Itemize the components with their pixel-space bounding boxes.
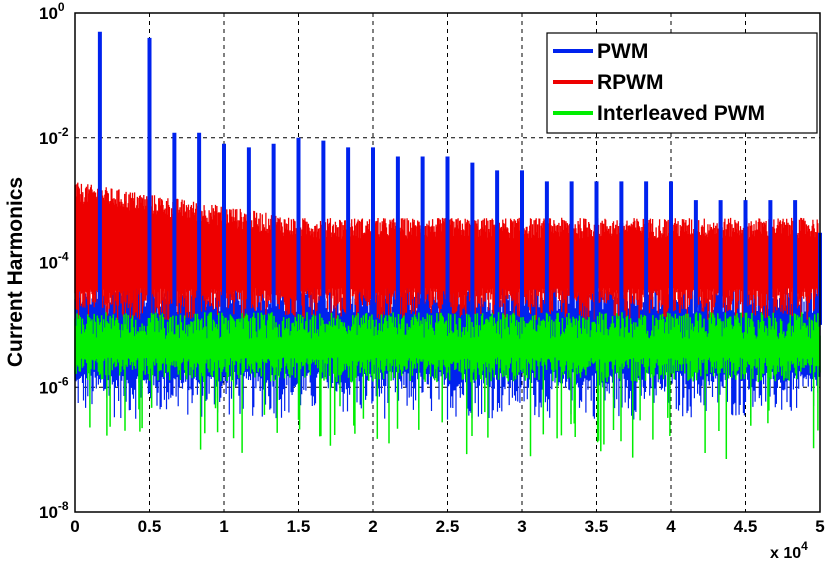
y-tick-label: 10-8	[39, 499, 69, 522]
y-tick-base: 10	[39, 378, 58, 397]
y-tick-base: 10	[39, 254, 58, 273]
x-tick-label: 4	[666, 517, 676, 536]
x-axis-ticks: 0 0.5 1 1.5 2 2.5 3 3.5 4 4.5 5	[70, 517, 824, 536]
y-tick-exp: -2	[58, 125, 69, 139]
y-tick-base: 10	[39, 503, 58, 522]
y-tick-label: 10-4	[39, 250, 69, 273]
x-tick-label: 4.5	[734, 517, 758, 536]
pwm-spikes	[97, 31, 822, 325]
y-tick-exp: -4	[58, 250, 69, 264]
x-axis-multiplier-exp: 4	[801, 539, 808, 553]
x-tick-label: 2	[368, 517, 377, 536]
x-tick-label: 5	[815, 517, 824, 536]
x-tick-label: 1	[219, 517, 228, 536]
legend-label: Interleaved PWM	[597, 102, 765, 125]
x-tick-label: 3.5	[585, 517, 609, 536]
x-tick-label: 0.5	[138, 517, 162, 536]
legend: PWM RPWM Interleaved PWM	[546, 32, 818, 134]
x-tick-label: 2.5	[436, 517, 460, 536]
legend-label: RPWM	[597, 71, 664, 94]
x-tick-label: 1.5	[287, 517, 311, 536]
y-tick-base: 10	[39, 129, 58, 148]
x-axis-multiplier: x 104	[770, 539, 808, 562]
y-tick-exp: -6	[58, 374, 69, 388]
y-tick-exp: 0	[58, 0, 65, 14]
y-axis-label: Current Harmonics	[4, 177, 27, 367]
y-tick-exp: -8	[58, 499, 69, 513]
x-tick-label: 0	[70, 517, 79, 536]
series-layer	[74, 31, 822, 459]
x-axis-multiplier-base: x 10	[770, 545, 801, 562]
legend-label: PWM	[597, 40, 648, 63]
y-tick-label: 100	[39, 0, 65, 23]
y-tick-label: 10-2	[39, 125, 69, 148]
y-tick-base: 10	[39, 4, 58, 23]
x-tick-label: 3	[517, 517, 526, 536]
plot-frame	[74, 12, 821, 513]
y-tick-label: 10-6	[39, 374, 69, 397]
